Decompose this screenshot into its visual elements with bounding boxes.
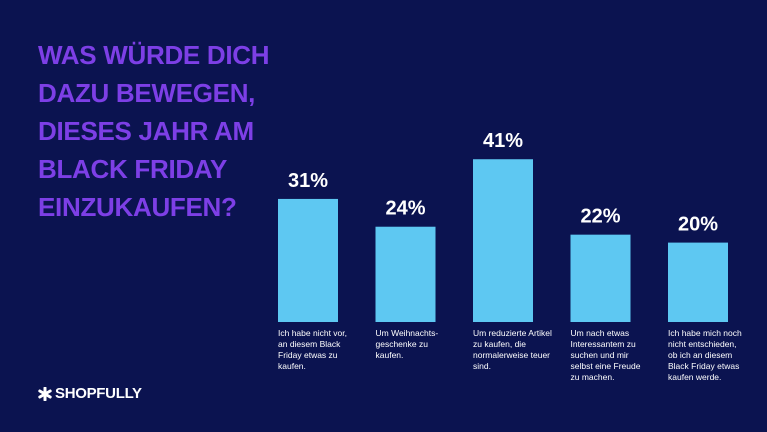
logo-icon	[38, 386, 52, 401]
category-label: Um nach etwas Interessantem zu suchen un…	[570, 328, 641, 382]
logo-text: SHOPFULLY	[55, 385, 142, 402]
bar	[570, 234, 631, 322]
logo: SHOPFULLY	[38, 385, 142, 402]
value-label: 22%	[580, 206, 620, 228]
bar	[375, 226, 436, 322]
bar	[668, 242, 728, 322]
bar	[278, 198, 338, 322]
chart-title: WAS WÜRDE DICH DAZU BEWEGEN, DIESES JAHR…	[38, 40, 270, 222]
bar	[473, 159, 533, 322]
value-label: 41%	[483, 130, 523, 152]
category-label: Ich habe nicht vor, an diesem Black Frid…	[278, 328, 347, 371]
category-label: Um reduzierte Artikel zu kaufen, die nor…	[473, 328, 552, 371]
category-label: Um Weihnachts-geschenke zu kaufen.	[375, 328, 439, 360]
value-label: 24%	[385, 198, 425, 220]
value-label: 20%	[678, 214, 718, 236]
category-label: Ich habe mich noch nicht entschieden, ob…	[668, 328, 742, 382]
value-label: 31%	[288, 170, 328, 192]
